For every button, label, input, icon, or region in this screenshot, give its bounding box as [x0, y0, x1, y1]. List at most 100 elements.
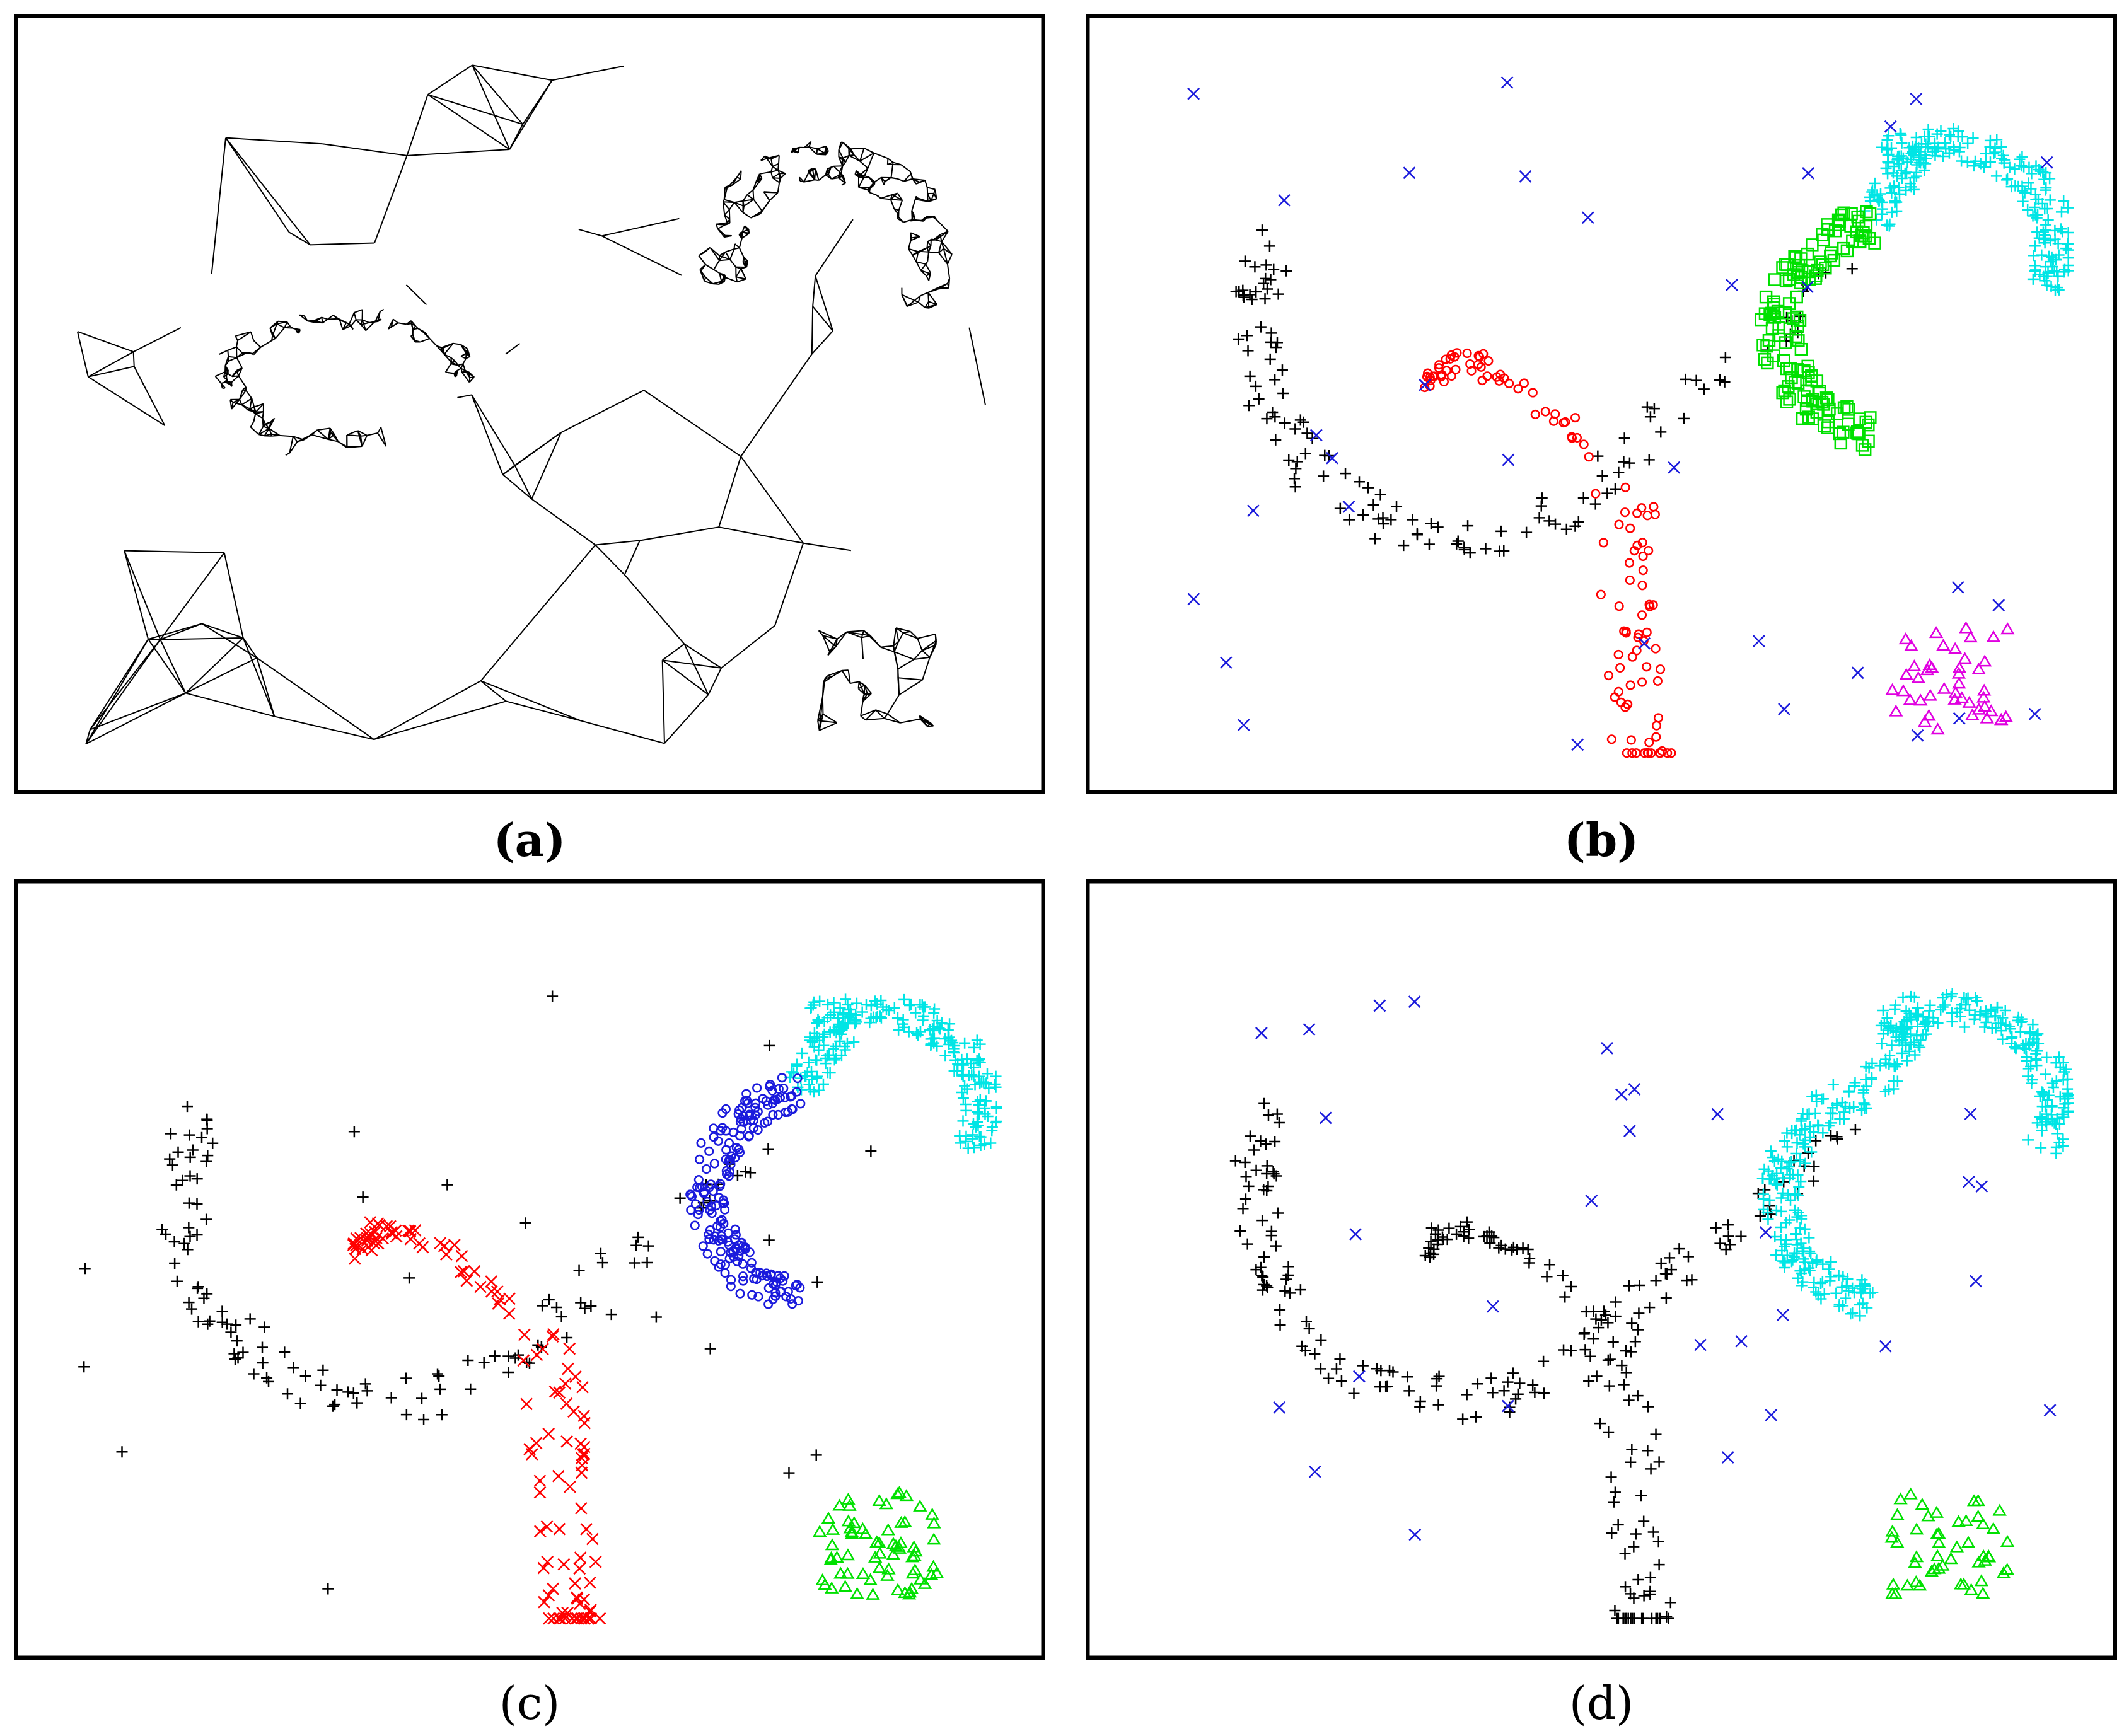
cluster-plot-c [14, 879, 1045, 1660]
data-point [2057, 1074, 2069, 1086]
mesh-edge [729, 259, 737, 268]
data-point [808, 1086, 820, 1098]
mesh-edge [858, 681, 865, 695]
data-point [1647, 1526, 1659, 1538]
mesh-edge [314, 316, 322, 323]
mesh-edge [841, 670, 851, 684]
mesh-edge [724, 214, 728, 223]
data-point [796, 1047, 808, 1059]
data-point [1956, 155, 1968, 167]
data-point [1961, 156, 1973, 168]
data-point [806, 1073, 818, 1085]
data-point [441, 1179, 453, 1191]
mesh-edge [900, 718, 920, 724]
mesh-edge [934, 189, 937, 199]
data-point [315, 1379, 327, 1391]
data-point [1782, 1189, 1794, 1201]
data-point [1949, 1540, 1964, 1553]
mesh-edge [920, 270, 927, 277]
data-point [1978, 1553, 1992, 1566]
data-point [2005, 181, 2017, 193]
data-point [1869, 177, 1881, 189]
data-point [1424, 1251, 1436, 1263]
mesh-edge [471, 394, 516, 466]
data-point [1780, 395, 1794, 408]
mesh-edge [148, 639, 187, 693]
mesh-edge [293, 436, 298, 443]
mesh-edge [912, 178, 926, 182]
mesh-edge [353, 312, 357, 320]
data-point [1620, 507, 1630, 518]
data-point [1770, 1249, 1782, 1261]
data-point [1541, 1271, 1553, 1283]
data-point [959, 1080, 971, 1092]
mesh-edge [724, 235, 732, 238]
data-point [1614, 601, 1624, 611]
mesh-edge [255, 403, 264, 413]
data-point [192, 1281, 204, 1293]
data-point [792, 1073, 803, 1084]
mesh-edge [249, 398, 253, 409]
mesh-edge [314, 321, 323, 324]
data-point [1270, 1170, 1282, 1182]
data-point [550, 1302, 562, 1314]
data-point [702, 1196, 712, 1207]
data-point [1652, 676, 1663, 686]
data-point [1866, 1072, 1877, 1084]
data-point [1403, 166, 1416, 180]
data-point [2037, 1087, 2049, 1099]
data-point [698, 1241, 708, 1251]
data-point [693, 1210, 703, 1220]
data-point [1930, 1527, 1944, 1539]
data-point [225, 1326, 237, 1338]
mesh-edge [366, 432, 378, 436]
data-point [1823, 1120, 1835, 1132]
data-point [1952, 676, 1966, 689]
data-point [1638, 565, 1648, 576]
data-point [774, 1084, 784, 1094]
data-point [1967, 132, 1979, 144]
data-point [813, 1524, 827, 1537]
data-point [2046, 1077, 2058, 1089]
data-point [957, 1092, 969, 1104]
data-point [2022, 1063, 2034, 1075]
data-point [201, 1123, 213, 1135]
data-point [1954, 1577, 1968, 1590]
mesh-edge [746, 194, 754, 200]
data-point [2044, 173, 2056, 185]
data-point [172, 1146, 184, 1158]
mesh-edge [227, 346, 237, 351]
data-point [520, 1397, 533, 1411]
data-point [1862, 434, 1875, 448]
data-point [825, 1538, 840, 1551]
data-point [2010, 1042, 2022, 1054]
data-point [1922, 1016, 1934, 1027]
data-point [1423, 538, 1435, 550]
mesh-edge [840, 174, 846, 184]
data-point [830, 1052, 842, 1064]
data-point [1993, 1017, 2004, 1029]
data-point [537, 1300, 548, 1312]
mesh-edge [289, 441, 298, 454]
data-point [1951, 581, 1964, 594]
mesh-edge [916, 261, 926, 265]
data-point [1936, 639, 1951, 651]
data-point [1905, 148, 1917, 159]
data-point [791, 1060, 803, 1072]
data-point [1801, 281, 1814, 294]
data-point [1980, 1017, 1992, 1029]
data-point [1694, 1338, 1707, 1351]
data-point [2062, 259, 2074, 271]
mesh-edge [253, 403, 264, 408]
data-point [1791, 363, 1804, 376]
data-point [841, 1492, 856, 1505]
data-point [1867, 1287, 1879, 1299]
mesh-edge [740, 268, 746, 279]
data-point [806, 1036, 818, 1048]
data-point [2043, 1404, 2057, 1417]
data-point [1548, 416, 1558, 426]
data-point [1601, 487, 1613, 499]
data-point [1783, 362, 1796, 376]
mesh-edge [894, 651, 915, 660]
data-point [2044, 194, 2056, 206]
